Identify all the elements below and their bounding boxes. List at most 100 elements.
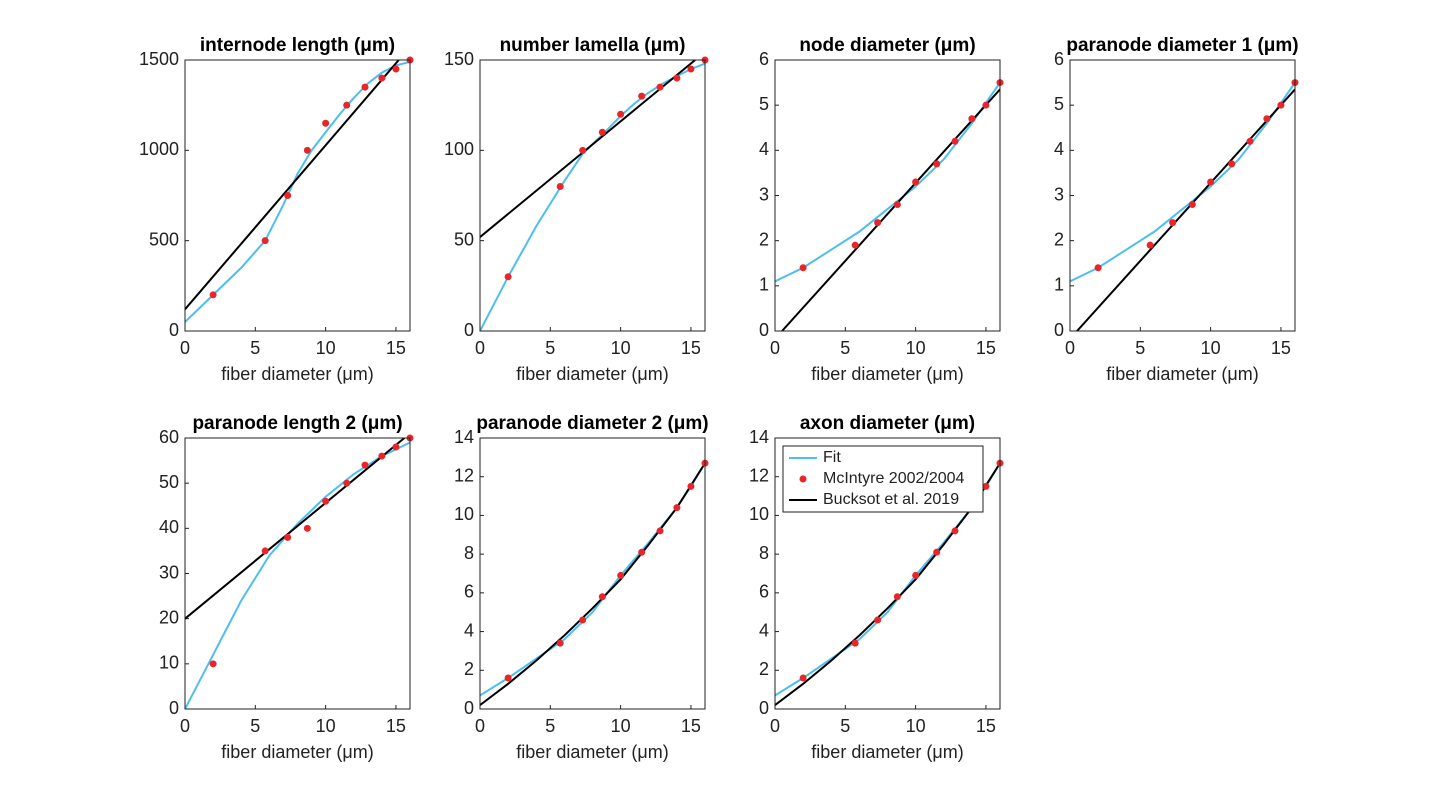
axes-background bbox=[775, 60, 1000, 331]
data-point bbox=[261, 547, 269, 555]
data-point bbox=[556, 182, 564, 190]
data-point bbox=[378, 74, 386, 82]
y-tick-label: 1 bbox=[759, 275, 769, 295]
y-tick-label: 14 bbox=[454, 427, 474, 447]
data-point bbox=[343, 479, 351, 487]
data-point bbox=[378, 452, 386, 460]
y-tick-label: 100 bbox=[444, 139, 474, 159]
y-tick-label: 60 bbox=[159, 427, 179, 447]
y-tick-label: 0 bbox=[169, 698, 179, 718]
y-tick-label: 0 bbox=[1054, 320, 1064, 340]
legend: Fit McIntyre 2002/2004 Bucksot et al. 2019 bbox=[782, 445, 984, 513]
y-tick-label: 5 bbox=[1054, 94, 1064, 114]
plot-area bbox=[185, 438, 410, 709]
y-tick-label: 12 bbox=[749, 465, 769, 485]
data-point bbox=[893, 593, 901, 601]
chart-title: paranode length 2 (μm) bbox=[192, 413, 402, 434]
axes-box bbox=[184, 437, 411, 710]
y-tick-label: 3 bbox=[759, 184, 769, 204]
axes-background bbox=[480, 60, 705, 331]
data-point bbox=[951, 527, 959, 535]
plot-area bbox=[185, 60, 410, 323]
x-tick-label: 5 bbox=[250, 716, 260, 736]
data-point bbox=[579, 616, 587, 624]
y-tick-label: 10 bbox=[454, 504, 474, 524]
y-tick-label: 1 bbox=[1054, 275, 1064, 295]
y-tick-label: 6 bbox=[464, 582, 474, 602]
y-tick-label: 2 bbox=[759, 659, 769, 679]
data-point bbox=[656, 83, 664, 91]
axes-box bbox=[184, 59, 411, 332]
plot-area bbox=[775, 82, 1000, 331]
x-tick-label: 15 bbox=[386, 716, 406, 736]
y-tick-label: 6 bbox=[759, 582, 769, 602]
x-tick-label: 15 bbox=[386, 338, 406, 358]
y-tick-label: 6 bbox=[759, 49, 769, 69]
subplot: 0 5 10 15 0 10 20 30 40 50 60 paranode length 2 (μm… bbox=[159, 413, 414, 762]
data-point bbox=[1263, 115, 1271, 123]
x-tick-label: 5 bbox=[840, 338, 850, 358]
data-point bbox=[799, 674, 807, 682]
axes-box bbox=[479, 59, 706, 332]
data-point bbox=[504, 674, 512, 682]
x-tick-label: 10 bbox=[611, 338, 631, 358]
x-axis-label: fiber diameter (μm) bbox=[1106, 364, 1258, 384]
subplot: 0 5 10 15 0 1 2 3 4 5 6 node diameter (μm) fiber dia… bbox=[759, 35, 1004, 384]
x-tick-label: 0 bbox=[180, 338, 190, 358]
data-point bbox=[1146, 241, 1154, 249]
axes-box bbox=[774, 437, 1001, 710]
chart-title: number lamella (μm) bbox=[500, 35, 686, 56]
data-point bbox=[392, 443, 400, 451]
x-axis-label: fiber diameter (μm) bbox=[516, 364, 668, 384]
x-axis-label: fiber diameter (μm) bbox=[221, 742, 373, 762]
data-point bbox=[1228, 160, 1236, 168]
x-tick-label: 15 bbox=[681, 716, 701, 736]
y-tick-label: 4 bbox=[759, 620, 769, 640]
legend-symbol bbox=[799, 475, 807, 483]
x-axis-label: fiber diameter (μm) bbox=[516, 742, 668, 762]
data-point bbox=[673, 74, 681, 82]
y-tick-label: 3 bbox=[1054, 184, 1064, 204]
subplot: 0 5 10 15 0 500 1000 1500 internode length (μm) f… bbox=[139, 35, 414, 384]
y-tick-label: 0 bbox=[759, 698, 769, 718]
y-tick-label: 2 bbox=[759, 229, 769, 249]
data-point bbox=[1188, 201, 1196, 209]
y-tick-label: 20 bbox=[159, 607, 179, 627]
y-tick-label: 500 bbox=[149, 229, 179, 249]
axes-background bbox=[185, 438, 410, 709]
chart-title: axon diameter (μm) bbox=[800, 413, 975, 434]
legend-label: Bucksot et al. 2019 bbox=[823, 491, 959, 508]
y-tick-label: 40 bbox=[159, 517, 179, 537]
data-point bbox=[598, 128, 606, 136]
y-tick-label: 12 bbox=[454, 465, 474, 485]
data-point bbox=[1169, 219, 1177, 227]
data-point bbox=[209, 660, 217, 668]
data-point bbox=[361, 83, 369, 91]
data-point bbox=[874, 219, 882, 227]
data-line bbox=[775, 462, 1000, 706]
data-line bbox=[1070, 82, 1295, 283]
x-tick-label: 10 bbox=[316, 338, 336, 358]
data-line bbox=[480, 462, 705, 706]
axes-background bbox=[1070, 60, 1295, 331]
data-point bbox=[638, 92, 646, 100]
data-point bbox=[1207, 178, 1215, 186]
data-point bbox=[598, 593, 606, 601]
data-point bbox=[361, 461, 369, 469]
data-line bbox=[185, 441, 410, 709]
data-line bbox=[185, 60, 400, 310]
y-tick-label: 6 bbox=[1054, 49, 1064, 69]
chart-title: paranode diameter 1 (μm) bbox=[1066, 35, 1298, 56]
x-tick-label: 0 bbox=[475, 716, 485, 736]
data-point bbox=[504, 273, 512, 281]
data-point bbox=[209, 291, 217, 299]
data-point bbox=[893, 201, 901, 209]
data-point bbox=[261, 237, 269, 245]
x-tick-label: 5 bbox=[250, 338, 260, 358]
x-tick-label: 15 bbox=[1271, 338, 1291, 358]
data-point bbox=[851, 241, 859, 249]
